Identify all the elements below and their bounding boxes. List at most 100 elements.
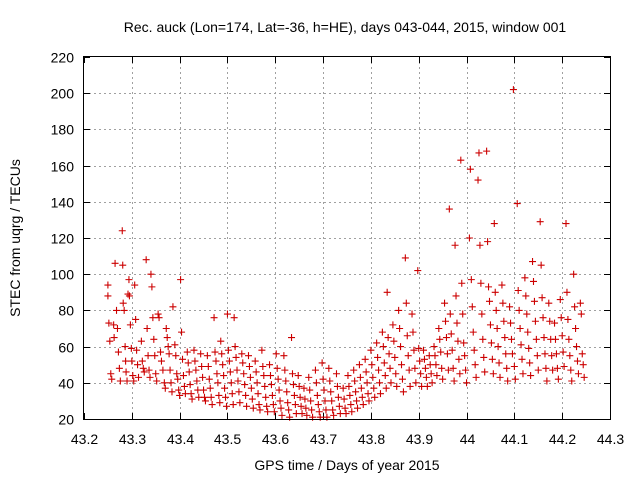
data-point xyxy=(235,388,243,396)
data-point xyxy=(376,379,384,387)
data-point xyxy=(554,375,562,383)
data-point xyxy=(128,357,136,365)
data-point xyxy=(368,361,376,369)
data-point xyxy=(162,325,170,332)
data-point xyxy=(146,373,154,381)
data-point xyxy=(530,297,538,305)
data-point xyxy=(401,254,409,262)
data-point xyxy=(580,373,588,381)
data-point xyxy=(431,352,439,360)
data-point xyxy=(517,341,525,349)
data-point xyxy=(160,379,168,387)
data-point xyxy=(187,390,195,398)
data-point xyxy=(167,379,175,387)
data-point xyxy=(120,306,128,314)
data-point xyxy=(384,334,392,342)
data-point xyxy=(150,335,158,343)
data-point xyxy=(523,310,531,318)
data-point xyxy=(567,366,575,374)
data-point xyxy=(478,310,486,318)
x-tick-label: 43.6 xyxy=(262,431,289,447)
data-point xyxy=(433,372,441,380)
data-point xyxy=(113,306,121,314)
data-point xyxy=(510,363,518,371)
data-point xyxy=(443,350,451,358)
data-point xyxy=(124,290,132,298)
data-point xyxy=(192,366,200,374)
data-point xyxy=(332,370,340,378)
data-point xyxy=(206,384,214,392)
data-point xyxy=(208,401,216,409)
data-point xyxy=(358,393,366,401)
x-tick-label: 44.1 xyxy=(501,431,528,447)
data-point xyxy=(392,370,400,378)
data-point xyxy=(352,388,360,396)
data-point xyxy=(201,393,209,401)
x-tick-label: 43.2 xyxy=(71,431,98,447)
data-point xyxy=(301,395,309,403)
data-point xyxy=(436,335,444,343)
data-point xyxy=(571,303,579,311)
data-point xyxy=(557,314,565,322)
data-point xyxy=(110,321,118,329)
data-point xyxy=(284,399,292,407)
data-point xyxy=(397,343,405,351)
data-point xyxy=(110,334,118,342)
data-point xyxy=(298,410,306,418)
data-point xyxy=(288,370,296,378)
data-point xyxy=(261,382,269,390)
data-point xyxy=(249,404,257,412)
data-point xyxy=(524,328,532,336)
data-point xyxy=(248,395,256,403)
data-point xyxy=(469,328,477,336)
data-point xyxy=(532,335,540,343)
data-point xyxy=(543,377,551,385)
data-point xyxy=(422,373,430,381)
data-point xyxy=(252,368,260,376)
data-point xyxy=(105,319,113,327)
data-point xyxy=(149,314,157,322)
data-point xyxy=(204,363,212,371)
data-point xyxy=(307,397,315,405)
data-point xyxy=(322,406,330,414)
data-point xyxy=(540,334,548,342)
data-point xyxy=(215,391,223,399)
data-point xyxy=(157,357,165,365)
data-point xyxy=(467,276,475,284)
data-point xyxy=(191,357,199,365)
data-point xyxy=(466,165,474,173)
data-point xyxy=(282,377,290,385)
data-point xyxy=(255,401,263,409)
data-point xyxy=(379,343,387,351)
data-point xyxy=(228,390,236,398)
data-point xyxy=(499,299,507,307)
data-point xyxy=(380,359,388,367)
data-point xyxy=(147,270,155,278)
data-point xyxy=(493,325,501,332)
data-point xyxy=(122,368,130,376)
data-point xyxy=(247,384,255,392)
x-tick-label: 43.4 xyxy=(167,431,194,447)
data-point xyxy=(139,364,147,372)
data-point xyxy=(190,346,198,354)
data-point xyxy=(457,156,465,164)
data-point xyxy=(417,370,425,378)
data-point xyxy=(461,352,469,360)
data-point xyxy=(420,346,428,354)
data-point xyxy=(300,384,308,392)
data-point xyxy=(125,276,133,284)
data-point xyxy=(132,315,140,323)
data-point xyxy=(180,382,188,390)
data-point xyxy=(281,366,289,374)
data-point xyxy=(545,299,553,307)
y-tick-label: 160 xyxy=(51,159,75,175)
data-point xyxy=(157,348,165,356)
data-point xyxy=(438,364,446,372)
data-point xyxy=(441,299,449,307)
data-point xyxy=(538,294,546,302)
data-point xyxy=(330,411,338,419)
data-point xyxy=(481,368,489,376)
data-point xyxy=(548,352,556,360)
data-point xyxy=(574,370,582,378)
data-point xyxy=(203,352,211,360)
